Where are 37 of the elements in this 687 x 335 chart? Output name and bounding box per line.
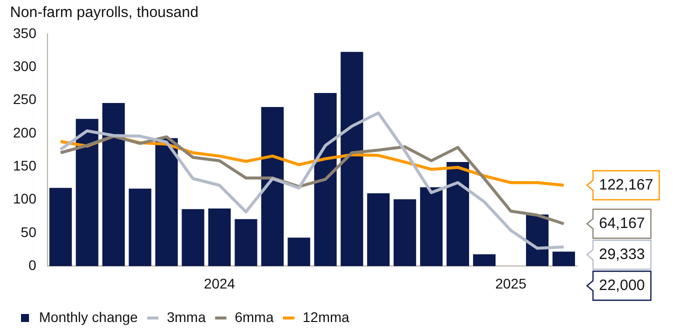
- y-tick-label: 300: [13, 58, 37, 74]
- bar: [420, 187, 443, 266]
- y-tick-label: 150: [13, 158, 37, 174]
- y-tick-label: 0: [28, 257, 37, 274]
- bar: [234, 219, 258, 266]
- bar: [76, 118, 98, 266]
- y-tick-label: 100: [13, 190, 37, 207]
- bar: [261, 106, 284, 266]
- chart-title: Non-farm payrolls, thousand: [10, 4, 198, 22]
- text: 122,167: [599, 176, 654, 194]
- x-tick-label: 2024: [204, 275, 236, 292]
- legend-label: 6mma: [234, 308, 274, 325]
- bar: [367, 193, 390, 266]
- bar: [128, 188, 152, 266]
- bar: [102, 102, 125, 266]
- bar: [473, 254, 496, 266]
- y-tick-label: 350: [13, 24, 37, 41]
- y-tick-label: 200: [13, 124, 37, 140]
- bar: [314, 93, 337, 266]
- text: 64,167: [599, 214, 645, 232]
- bar: [208, 208, 231, 266]
- x-tick-label: 2025: [495, 275, 527, 292]
- bar: [288, 238, 310, 266]
- y-tick-label: 250: [13, 91, 37, 108]
- text: 22,000: [599, 276, 645, 294]
- bar: [155, 138, 178, 266]
- bar: [49, 188, 72, 266]
- legend-label: Monthly change: [39, 308, 138, 325]
- bar: [182, 209, 204, 266]
- legend-label: 3mma: [166, 308, 206, 325]
- bar: [340, 52, 364, 266]
- bar: [394, 199, 416, 266]
- legend-label: 12mma: [302, 308, 350, 325]
- bar: [446, 162, 470, 266]
- y-tick-label: 50: [20, 224, 37, 240]
- text: 29,333: [599, 246, 645, 263]
- bar: [552, 252, 576, 266]
